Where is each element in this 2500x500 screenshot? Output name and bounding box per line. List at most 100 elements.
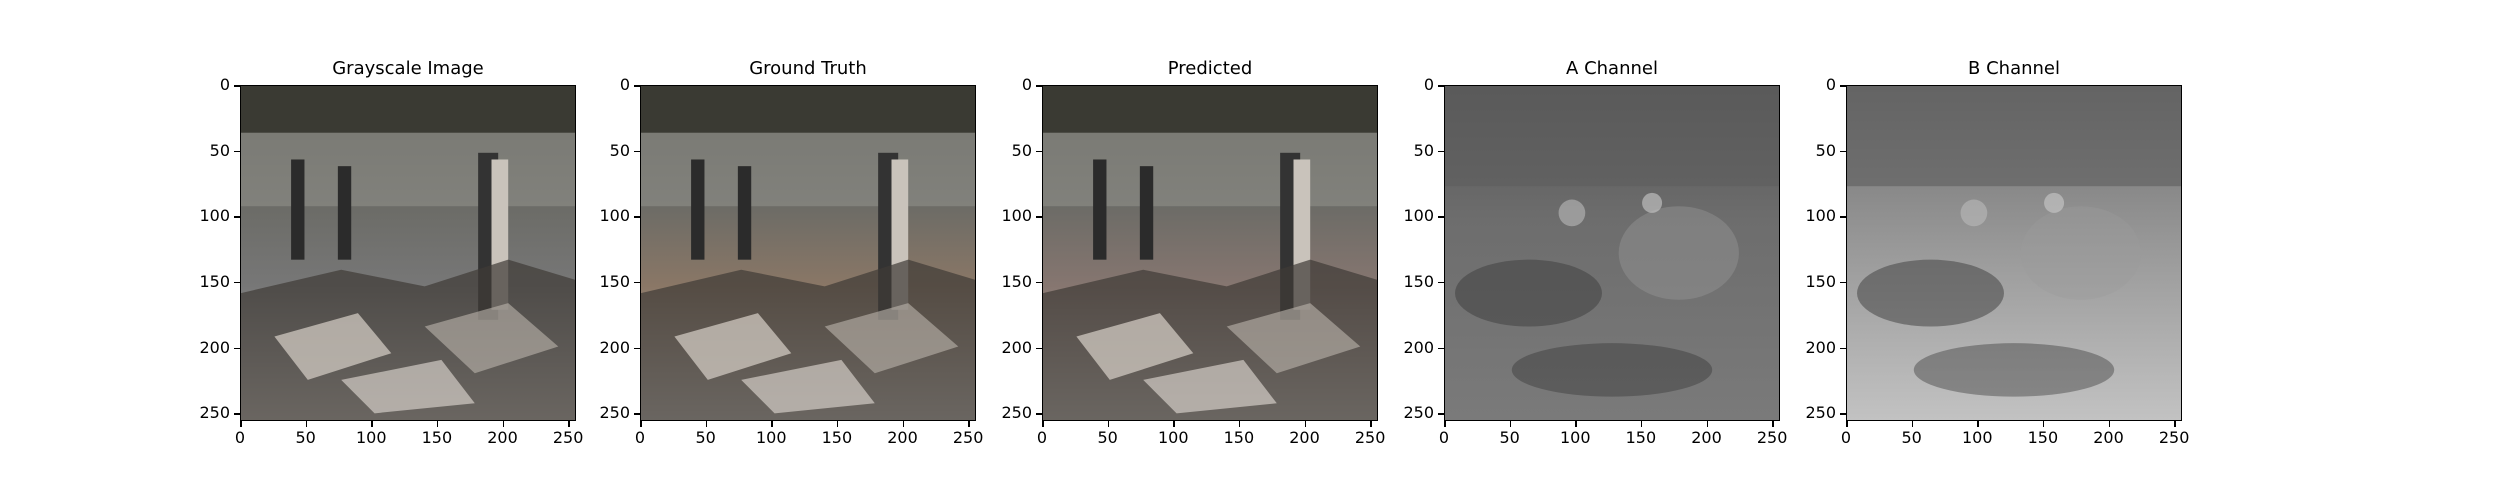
panel-2: Ground Truth 0 50 100 150 200 250 0 50 100 150 200 2… [562, 0, 983, 500]
y-tick-mark [634, 413, 640, 415]
photo-rubble-scene-icon [1043, 86, 1377, 420]
y-tick-label: 150 [1403, 271, 1434, 291]
y-tick-label: 50 [1011, 140, 1032, 160]
x-tick-label: 0 [1840, 428, 1852, 447]
y-tick-mark [1036, 85, 1042, 87]
y-tick-label: 0 [1825, 75, 1836, 94]
x-tick-label: 100 [1961, 428, 1993, 447]
photo-rubble-scene-icon [241, 86, 575, 420]
x-tick-mark [1911, 421, 1914, 427]
x-tick-mark [240, 421, 242, 427]
x-tick-mark [2108, 421, 2110, 427]
image-frame [1444, 85, 1780, 421]
x-tick-mark [2042, 421, 2045, 427]
y-tick-mark [1840, 281, 1846, 284]
x-tick-mark [2174, 421, 2176, 427]
y-tick-label: 0 [1423, 75, 1434, 94]
x-tick-label: 50 [1901, 428, 1922, 447]
x-tick-mark [568, 421, 570, 427]
y-tick-label: 50 [1413, 140, 1434, 160]
x-tick-label: 200 [2093, 428, 2124, 447]
x-tick-label: 150 [1223, 428, 1255, 447]
y-tick-label: 100 [1805, 206, 1836, 226]
panel-4: A Channel 0 50 100 150 200 250 0 50 100 150 200 250 [1366, 0, 1787, 500]
x-tick-label: 200 [1289, 428, 1320, 447]
x-tick-mark [502, 421, 504, 427]
x-tick-label: 200 [1691, 428, 1722, 447]
y-tick-label: 100 [1403, 206, 1434, 226]
x-tick-mark [1977, 421, 1979, 427]
x-tick-label: 100 [755, 428, 787, 447]
x-tick-mark [1304, 421, 1306, 427]
panel-5: B Channel 0 50 100 150 200 250 0 50 100 150 200 250 [1768, 0, 2189, 500]
image-frame [640, 85, 976, 421]
y-tick-mark [1036, 413, 1042, 415]
y-tick-mark [1438, 347, 1444, 349]
panel-title: A Channel [1566, 58, 1658, 79]
y-tick-label: 250 [1403, 403, 1434, 423]
image-frame [1042, 85, 1378, 421]
panel-1: Grayscale Image 0 50 100 150 200 250 0 50 100 150 2… [162, 0, 583, 500]
y-tick-mark [234, 413, 240, 415]
y-tick-label: 150 [599, 271, 630, 291]
y-tick-mark [1840, 85, 1846, 87]
x-tick-label: 0 [234, 428, 246, 447]
y-tick-label: 0 [1021, 75, 1032, 94]
panel-title: Grayscale Image [332, 58, 484, 79]
x-tick-label: 250 [1354, 428, 1386, 447]
y-tick-mark [1840, 347, 1846, 349]
x-tick-label: 150 [2027, 428, 2059, 447]
y-tick-label: 0 [219, 75, 230, 94]
x-tick-label: 200 [487, 428, 518, 447]
y-tick-mark [234, 85, 240, 87]
x-tick-mark [371, 421, 373, 427]
x-tick-label: 0 [1036, 428, 1048, 447]
y-tick-mark [1438, 216, 1444, 218]
y-tick-label: 250 [1805, 403, 1836, 423]
y-tick-label: 250 [1001, 403, 1032, 423]
x-tick-label: 50 [295, 428, 316, 447]
y-tick-mark [234, 216, 240, 218]
y-tick-label: 150 [1805, 271, 1836, 291]
y-tick-label: 0 [619, 75, 630, 94]
x-tick-mark [436, 421, 439, 427]
y-tick-mark [1438, 413, 1444, 415]
panel-title: B Channel [1968, 58, 2060, 79]
x-tick-label: 100 [1559, 428, 1591, 447]
y-tick-mark [1036, 216, 1042, 218]
x-tick-mark [771, 421, 773, 427]
y-tick-label: 200 [1805, 337, 1836, 357]
panel-3: Predicted 0 50 100 150 200 250 0 50 100 150 200 250 [964, 0, 1385, 500]
x-tick-label: 100 [355, 428, 387, 447]
x-tick-label: 0 [634, 428, 646, 447]
y-tick-label: 50 [609, 140, 630, 160]
image-frame [240, 85, 576, 421]
y-tick-mark [1438, 150, 1444, 153]
y-tick-mark [1840, 150, 1846, 153]
x-tick-label: 50 [1499, 428, 1520, 447]
y-tick-label: 200 [1001, 337, 1032, 357]
x-tick-label: 250 [952, 428, 984, 447]
y-tick-mark [234, 150, 240, 153]
x-tick-label: 50 [1097, 428, 1118, 447]
x-tick-label: 50 [695, 428, 716, 447]
x-tick-mark [1846, 421, 1848, 427]
photo-rubble-scene-icon [641, 86, 975, 420]
x-tick-label: 250 [552, 428, 584, 447]
y-tick-label: 100 [199, 206, 230, 226]
x-tick-mark [1509, 421, 1512, 427]
channel-map-icon [1445, 86, 1779, 420]
y-tick-mark [634, 150, 640, 153]
x-tick-mark [640, 421, 642, 427]
x-tick-label: 100 [1157, 428, 1189, 447]
y-tick-label: 50 [1815, 140, 1836, 160]
y-tick-mark [1840, 216, 1846, 218]
x-tick-mark [1042, 421, 1044, 427]
y-tick-label: 200 [1403, 337, 1434, 357]
y-tick-label: 150 [1001, 271, 1032, 291]
x-tick-label: 0 [1438, 428, 1450, 447]
x-tick-mark [1640, 421, 1643, 427]
panel-title: Ground Truth [749, 58, 867, 79]
y-tick-label: 200 [199, 337, 230, 357]
x-tick-mark [1706, 421, 1708, 427]
